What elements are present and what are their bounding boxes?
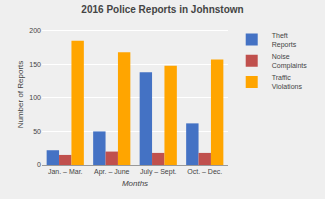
svg-text:2016 Police Reports in Johnsto: 2016 Police Reports in Johnstown xyxy=(81,4,243,15)
svg-text:50: 50 xyxy=(33,128,41,135)
svg-text:200: 200 xyxy=(29,27,41,34)
svg-text:July – Sept.: July – Sept. xyxy=(140,168,177,176)
svg-text:TrafficViolations: TrafficViolations xyxy=(272,74,303,90)
svg-text:TheftReports: TheftReports xyxy=(272,32,297,49)
svg-text:Months: Months xyxy=(122,179,148,188)
svg-text:150: 150 xyxy=(29,61,41,68)
svg-text:Oct. – Dec.: Oct. – Dec. xyxy=(187,168,222,175)
svg-text:NoiseComplaints: NoiseComplaints xyxy=(272,53,308,70)
svg-text:Apr. – June: Apr. – June xyxy=(94,168,130,176)
svg-text:0: 0 xyxy=(37,161,41,168)
svg-text:100: 100 xyxy=(29,94,41,101)
svg-text:Number of Reports: Number of Reports xyxy=(16,61,25,129)
svg-text:Jan. – Mar.: Jan. – Mar. xyxy=(48,168,83,175)
